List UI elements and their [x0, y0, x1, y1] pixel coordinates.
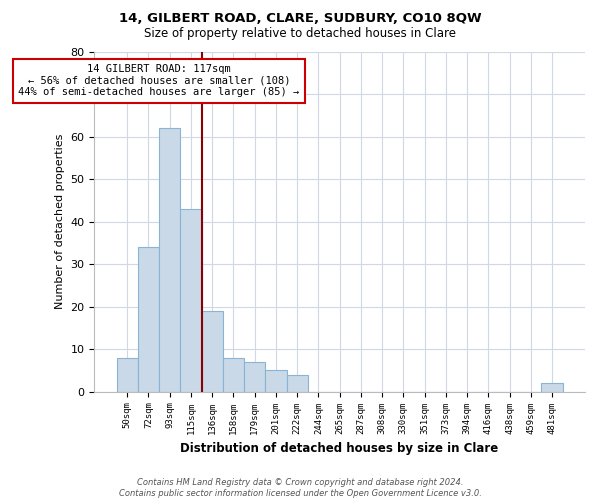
Bar	[138, 247, 159, 392]
Bar	[541, 383, 563, 392]
Bar	[159, 128, 180, 392]
X-axis label: Distribution of detached houses by size in Clare: Distribution of detached houses by size …	[181, 442, 499, 455]
Y-axis label: Number of detached properties: Number of detached properties	[55, 134, 65, 310]
Bar	[223, 358, 244, 392]
Text: Size of property relative to detached houses in Clare: Size of property relative to detached ho…	[144, 28, 456, 40]
Bar	[116, 358, 138, 392]
Bar	[202, 311, 223, 392]
Bar	[287, 374, 308, 392]
Text: Contains HM Land Registry data © Crown copyright and database right 2024.
Contai: Contains HM Land Registry data © Crown c…	[119, 478, 481, 498]
Bar	[265, 370, 287, 392]
Text: 14, GILBERT ROAD, CLARE, SUDBURY, CO10 8QW: 14, GILBERT ROAD, CLARE, SUDBURY, CO10 8…	[119, 12, 481, 26]
Bar	[180, 209, 202, 392]
Bar	[244, 362, 265, 392]
Text: 14 GILBERT ROAD: 117sqm
← 56% of detached houses are smaller (108)
44% of semi-d: 14 GILBERT ROAD: 117sqm ← 56% of detache…	[19, 64, 299, 98]
